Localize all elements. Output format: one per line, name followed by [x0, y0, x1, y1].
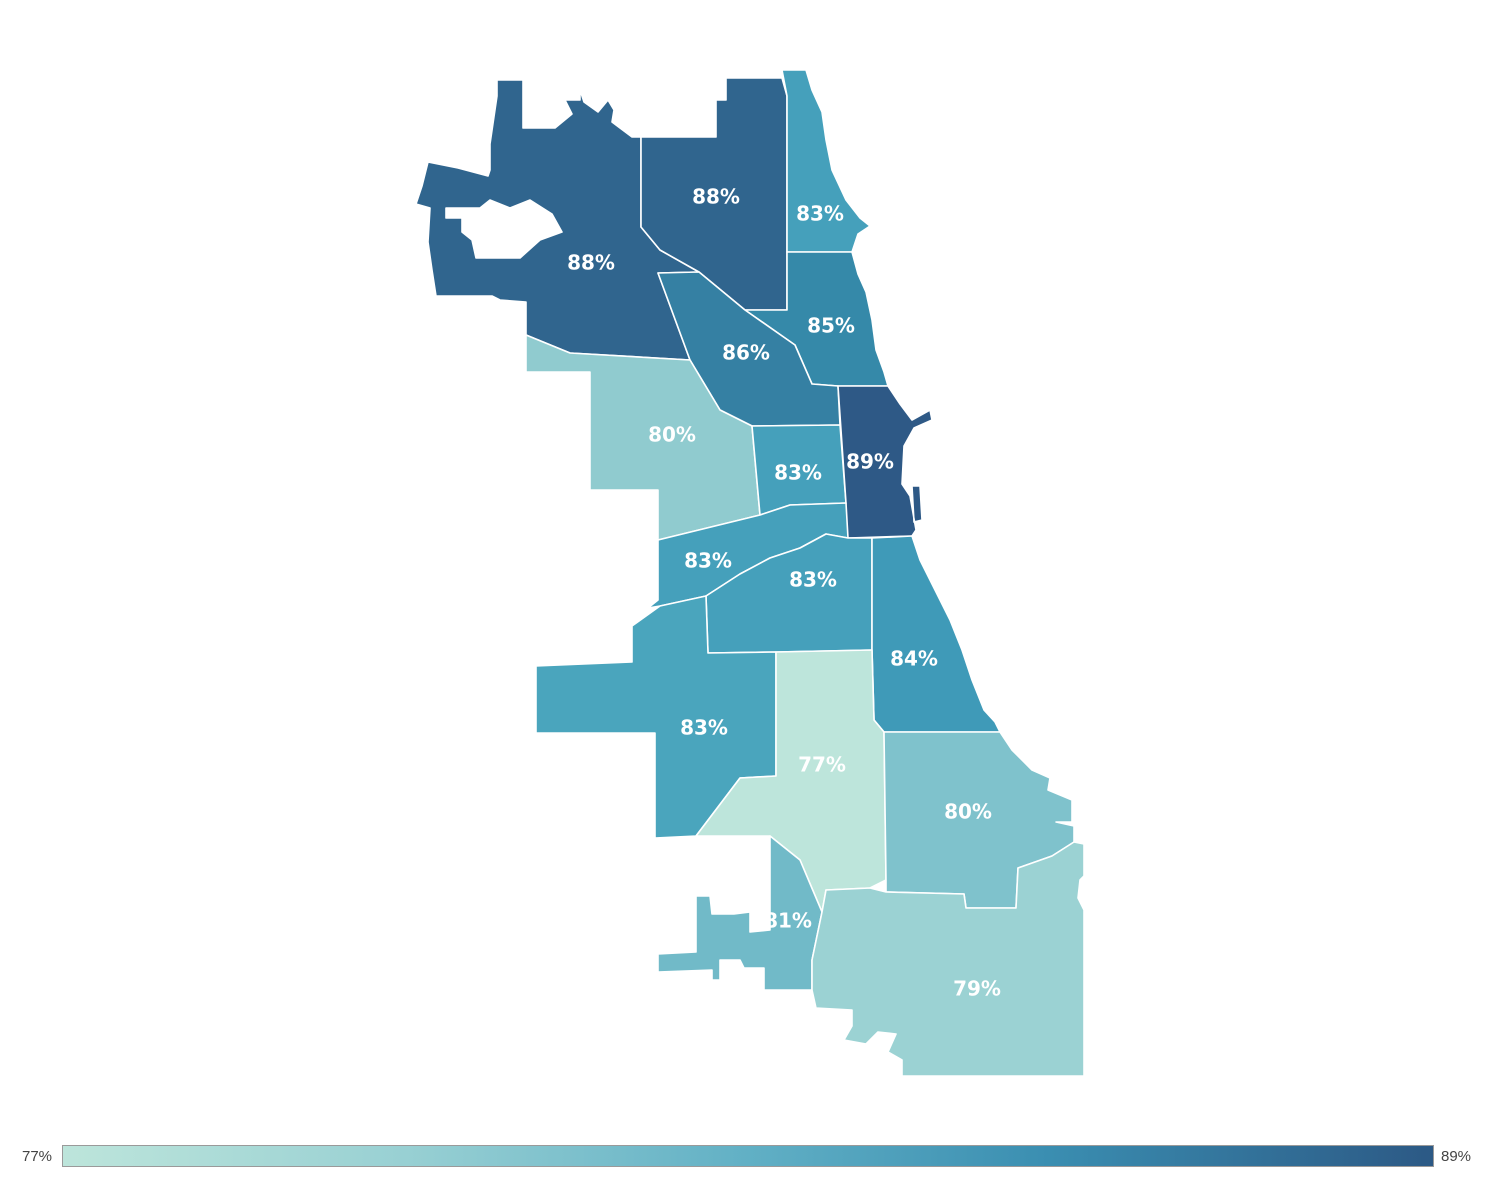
region-label-south-inner: 77% — [798, 753, 846, 777]
region-far-south[interactable] — [811, 841, 1085, 1077]
region-label-central: 89% — [846, 450, 894, 474]
region-label-south-lakefront: 84% — [890, 647, 938, 671]
region-label-north-lakefront: 85% — [807, 314, 855, 338]
legend-min-label: 77% — [22, 1148, 53, 1165]
color-scale-legend: 77% 89% — [0, 1136, 1500, 1180]
region-label-far-southwest: 83% — [680, 716, 728, 740]
region-south-lakefront[interactable] — [871, 535, 1001, 733]
region-label-south-central: 83% — [789, 568, 837, 592]
choropleth-map: 88% 88% 83% 85% 86% 80% 83% 89% 83% 83% … — [415, 69, 1085, 1077]
legend-gradient-bar — [62, 1145, 1434, 1167]
region-label-far-southwest-lower: 81% — [764, 909, 812, 933]
region-label-southeast: 80% — [944, 800, 992, 824]
region-label-north-central: 88% — [692, 185, 740, 209]
region-label-far-south: 79% — [953, 977, 1001, 1001]
region-central[interactable] — [837, 385, 933, 539]
region-label-west: 80% — [648, 423, 696, 447]
legend-max-label: 89% — [1441, 1148, 1472, 1165]
region-label-southwest-upper: 83% — [684, 549, 732, 573]
region-label-far-northwest: 88% — [567, 251, 615, 275]
region-label-near-west: 83% — [774, 461, 822, 485]
map-canvas: 88% 88% 83% 85% 86% 80% 83% 89% 83% 83% … — [415, 69, 1085, 1077]
region-label-northwest-diagonal: 86% — [722, 341, 770, 365]
region-label-far-north-lakefront: 83% — [796, 202, 844, 226]
